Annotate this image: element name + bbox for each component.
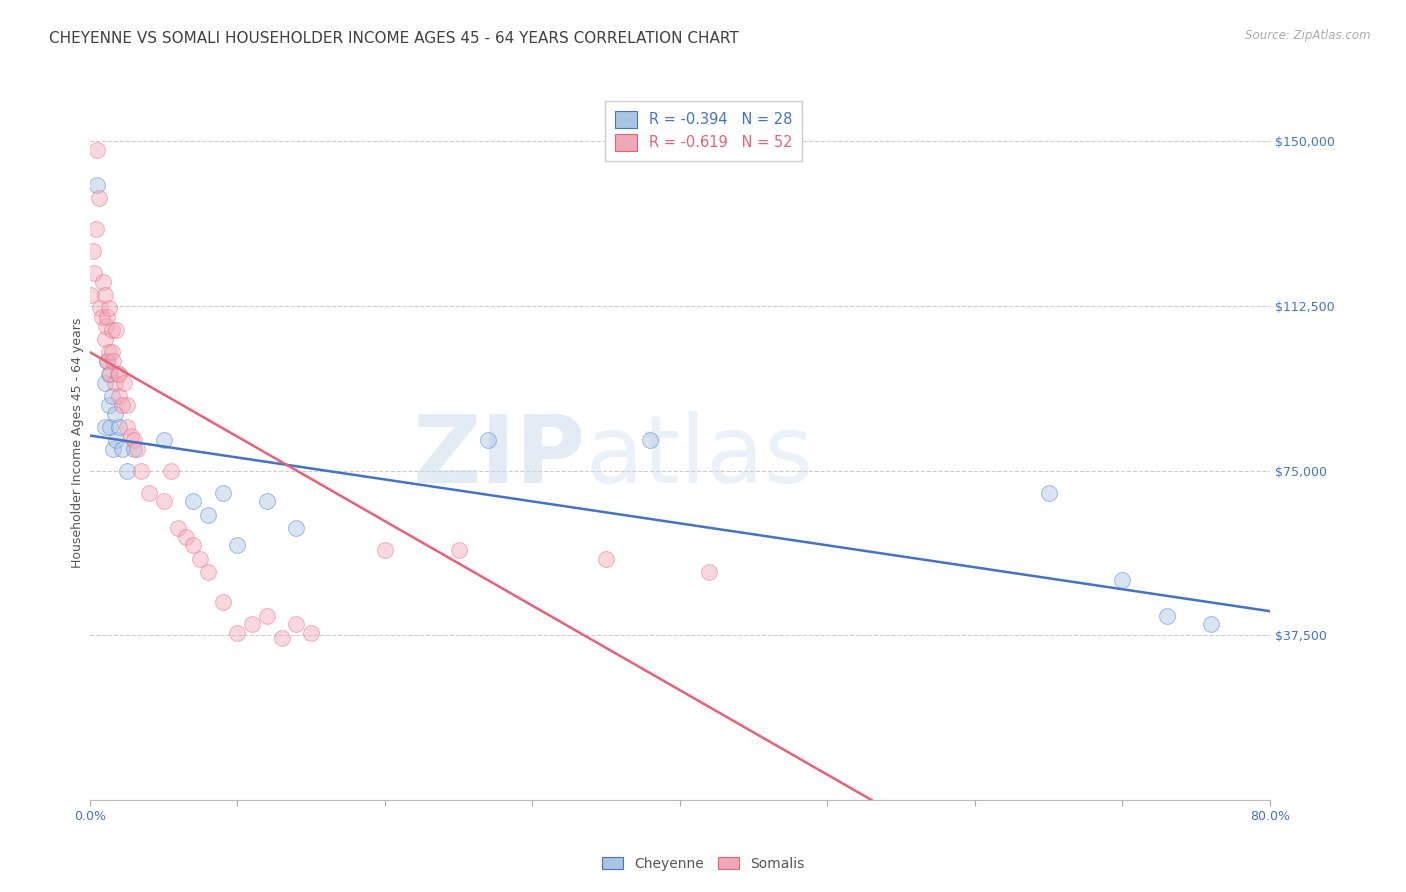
Point — [98, 367, 121, 381]
Point — [256, 608, 278, 623]
Point — [285, 521, 308, 535]
Legend: Cheyenne, Somalis: Cheyenne, Somalis — [596, 851, 810, 876]
Point — [197, 508, 219, 522]
Point — [112, 376, 135, 390]
Point — [96, 310, 118, 324]
Point — [211, 485, 233, 500]
Point — [152, 433, 174, 447]
Point — [103, 354, 125, 368]
Point — [93, 332, 115, 346]
Point — [82, 244, 104, 258]
Point — [93, 419, 115, 434]
Point — [270, 631, 292, 645]
Point — [138, 485, 160, 500]
Point — [101, 323, 124, 337]
Point — [125, 442, 148, 456]
Point — [98, 398, 121, 412]
Point — [115, 464, 138, 478]
Point — [98, 345, 121, 359]
Point — [91, 275, 114, 289]
Point — [94, 318, 117, 333]
Point — [285, 617, 308, 632]
Point — [108, 367, 131, 381]
Point — [256, 494, 278, 508]
Point — [86, 143, 108, 157]
Point — [120, 428, 142, 442]
Point — [84, 222, 107, 236]
Point — [1199, 617, 1222, 632]
Text: ZIP: ZIP — [412, 411, 585, 503]
Point — [1156, 608, 1178, 623]
Point — [181, 494, 204, 508]
Point — [1038, 485, 1060, 500]
Point — [105, 433, 128, 447]
Y-axis label: Householder Income Ages 45 - 64 years: Householder Income Ages 45 - 64 years — [72, 318, 84, 568]
Point — [111, 442, 134, 456]
Point — [640, 433, 662, 447]
Text: atlas: atlas — [585, 411, 814, 503]
Point — [211, 595, 233, 609]
Point — [111, 398, 134, 412]
Point — [98, 301, 121, 315]
Point — [240, 617, 263, 632]
Point — [1111, 574, 1133, 588]
Text: CHEYENNE VS SOMALI HOUSEHOLDER INCOME AGES 45 - 64 YEARS CORRELATION CHART: CHEYENNE VS SOMALI HOUSEHOLDER INCOME AG… — [49, 31, 740, 46]
Point — [447, 542, 470, 557]
Point — [100, 419, 122, 434]
Point — [93, 288, 115, 302]
Point — [122, 442, 145, 456]
Point — [86, 178, 108, 193]
Point — [104, 376, 127, 390]
Point — [190, 551, 212, 566]
Point — [595, 551, 617, 566]
Point — [152, 494, 174, 508]
Point — [101, 345, 124, 359]
Point — [181, 538, 204, 552]
Point — [107, 367, 129, 381]
Point — [226, 538, 249, 552]
Point — [174, 530, 197, 544]
Point — [122, 433, 145, 447]
Point — [197, 565, 219, 579]
Point — [93, 376, 115, 390]
Point — [83, 266, 105, 280]
Point — [87, 191, 110, 205]
Point — [477, 433, 499, 447]
Point — [374, 542, 396, 557]
Point — [100, 367, 122, 381]
Legend: R = -0.394   N = 28, R = -0.619   N = 52: R = -0.394 N = 28, R = -0.619 N = 52 — [605, 101, 803, 161]
Point — [96, 354, 118, 368]
Point — [103, 442, 125, 456]
Point — [89, 301, 111, 315]
Point — [105, 323, 128, 337]
Point — [80, 288, 103, 302]
Point — [90, 310, 112, 324]
Point — [131, 464, 153, 478]
Point — [104, 407, 127, 421]
Point — [167, 521, 190, 535]
Point — [160, 464, 183, 478]
Point — [299, 626, 322, 640]
Point — [115, 419, 138, 434]
Point — [226, 626, 249, 640]
Point — [101, 389, 124, 403]
Point — [96, 354, 118, 368]
Point — [699, 565, 721, 579]
Point — [108, 419, 131, 434]
Point — [108, 389, 131, 403]
Point — [115, 398, 138, 412]
Text: Source: ZipAtlas.com: Source: ZipAtlas.com — [1246, 29, 1371, 42]
